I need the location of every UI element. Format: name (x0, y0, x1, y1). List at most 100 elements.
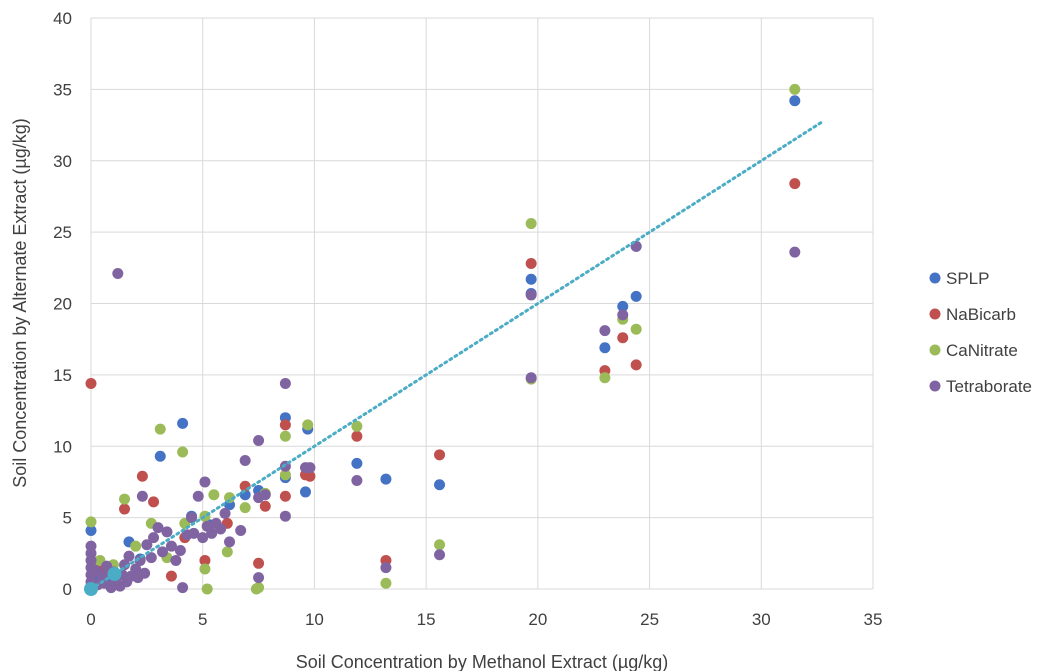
data-point (235, 524, 247, 536)
data-point (161, 526, 173, 538)
data-point (302, 419, 314, 431)
legend-item-splp: SPLP (929, 269, 989, 288)
data-point (112, 268, 124, 280)
x-tick-label: 15 (417, 610, 436, 629)
x-tick-label: 10 (305, 610, 324, 629)
data-point (177, 417, 189, 429)
data-point (380, 473, 392, 485)
legend-label: CaNitrate (946, 341, 1018, 360)
x-tick-label: 0 (86, 610, 95, 629)
data-point (789, 246, 801, 258)
data-point (599, 325, 611, 337)
data-point (525, 273, 537, 285)
data-point (174, 544, 186, 556)
data-point (154, 423, 166, 435)
data-point (85, 377, 97, 389)
legend: SPLP NaBicarb CaNitrate Tetraborate (929, 269, 1032, 396)
data-point (208, 489, 220, 501)
data-point (434, 539, 446, 551)
trendline (89, 119, 826, 591)
highlight-point (84, 582, 98, 596)
y-tick-label: 35 (53, 80, 72, 99)
gridlines (90, 17, 874, 590)
legend-marker (929, 272, 941, 284)
data-point (279, 430, 291, 442)
data-point (165, 570, 177, 582)
data-point (224, 492, 236, 504)
data-point (123, 550, 135, 562)
y-axis-title: Soil Concentration by Alternate Extract … (10, 118, 30, 488)
data-point (789, 83, 801, 95)
data-point (525, 372, 537, 384)
y-tick-label: 40 (53, 9, 72, 28)
data-point (617, 300, 629, 312)
data-point (630, 290, 642, 302)
data-point (599, 372, 611, 384)
y-tick-label: 20 (53, 295, 72, 314)
series-tetraborate (85, 240, 801, 594)
data-point (789, 95, 801, 107)
legend-item-canitrate: CaNitrate (929, 341, 1018, 360)
data-point (259, 489, 271, 501)
data-point (177, 582, 189, 594)
x-tick-label: 35 (864, 610, 883, 629)
data-point (630, 359, 642, 371)
data-point (525, 289, 537, 301)
data-point (253, 557, 265, 569)
data-point (139, 567, 151, 579)
data-point (148, 532, 160, 544)
data-point (119, 493, 131, 505)
highlight-point (107, 567, 122, 582)
trendline-layer (84, 119, 826, 596)
data-point (130, 563, 142, 575)
y-tick-label: 5 (63, 509, 72, 528)
data-point (599, 342, 611, 354)
data-point (219, 507, 231, 519)
y-tick-label: 25 (53, 223, 72, 242)
data-point (630, 323, 642, 335)
data-point (304, 470, 316, 482)
y-tick-label: 0 (63, 580, 72, 599)
x-tick-label: 25 (640, 610, 659, 629)
data-point (351, 475, 363, 487)
data-point (617, 309, 629, 321)
data-point (351, 457, 363, 469)
y-tick-label: 30 (53, 152, 72, 171)
data-point (434, 549, 446, 561)
data-point (165, 540, 177, 552)
data-point (380, 577, 392, 589)
data-point (617, 332, 629, 344)
data-point (279, 510, 291, 522)
data-point (148, 496, 160, 508)
data-point (136, 490, 148, 502)
legend-label: SPLP (946, 269, 989, 288)
legend-marker (929, 308, 941, 320)
data-point (239, 502, 251, 514)
data-point (351, 420, 363, 432)
data-point (197, 532, 209, 544)
y-tick-label: 15 (53, 366, 72, 385)
y-tick-label: 10 (53, 437, 72, 456)
data-point (525, 218, 537, 230)
data-point (206, 527, 218, 539)
data-point (186, 512, 198, 524)
data-point (525, 258, 537, 270)
data-point (136, 470, 148, 482)
data-point (145, 552, 157, 564)
data-point (177, 446, 189, 458)
data-point (253, 572, 265, 584)
data-point (199, 476, 211, 488)
data-point (154, 450, 166, 462)
data-point (199, 554, 211, 566)
data-point (299, 486, 311, 498)
data-point (351, 430, 363, 442)
data-point (279, 377, 291, 389)
data-point (199, 563, 211, 575)
data-point (130, 540, 142, 552)
legend-marker (929, 344, 941, 356)
data-point (224, 536, 236, 548)
tick-labels: 0 5 10 15 20 25 30 35 0 5 10 15 20 25 30 35 40 (53, 9, 882, 629)
data-point (192, 490, 204, 502)
data-point (304, 462, 316, 474)
